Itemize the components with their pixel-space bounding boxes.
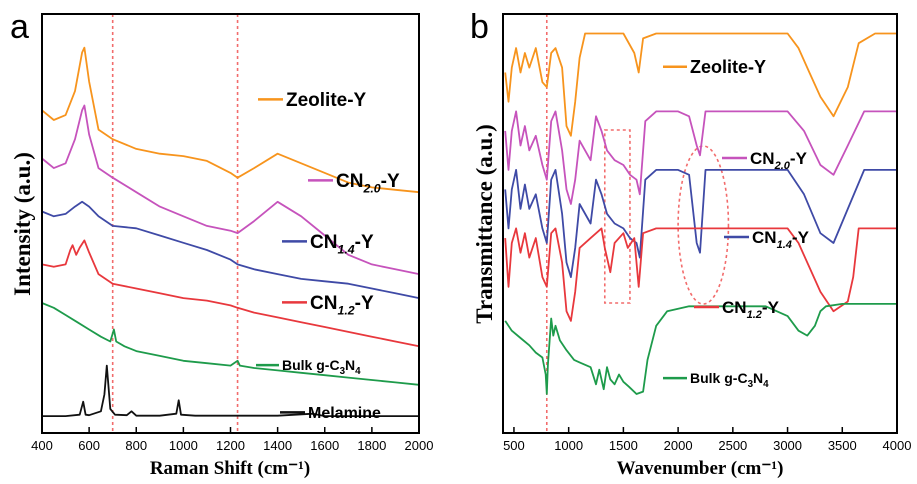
x-tick-label: 2500 bbox=[718, 438, 747, 453]
x-tick-label: 1500 bbox=[609, 438, 638, 453]
series-line-bulk-g-c3n4 bbox=[504, 303, 897, 395]
x-tick-label: 1200 bbox=[216, 438, 245, 453]
legend-label: CN1.4-Y bbox=[752, 228, 810, 251]
legend-label: CN2.0-Y bbox=[750, 149, 808, 172]
panel-b-x-axis-title: Wavenumber (cm⁻¹) bbox=[617, 458, 784, 479]
panel-a-x-ticks: 400 600 800 1000 1200 1400 1600 1800 2000 bbox=[31, 427, 433, 453]
series-line-cn1-2-y bbox=[41, 239, 420, 348]
x-tick-label: 500 bbox=[503, 438, 525, 453]
legend-label: Zeolite-Y bbox=[690, 57, 766, 77]
series-line-cn2-0-y bbox=[504, 110, 897, 205]
legend-label: Melamine bbox=[308, 405, 381, 422]
legend-label: CN2.0-Y bbox=[336, 171, 400, 196]
x-tick-label: 600 bbox=[78, 438, 100, 453]
panel-b: b Zeolite-Y CN2.0-Y CN1.4-Y CN1.2-Y Bulk g-C… bbox=[470, 8, 911, 479]
series-line-cn1-2-y bbox=[504, 227, 897, 322]
panel-b-plot-area: Zeolite-Y CN2.0-Y CN1.4-Y CN1.2-Y Bulk g-C3N… bbox=[504, 14, 897, 433]
legend-label: CN1.4-Y bbox=[310, 232, 374, 257]
highlight-rect bbox=[603, 129, 631, 304]
x-tick-label: 1400 bbox=[263, 438, 292, 453]
x-tick-label: 2000 bbox=[664, 438, 693, 453]
series-line-cn2-0-y bbox=[41, 104, 420, 275]
x-tick-label: 2000 bbox=[405, 438, 434, 453]
x-tick-label: 1000 bbox=[169, 438, 198, 453]
x-tick-label: 3500 bbox=[828, 438, 857, 453]
series-line-melamine bbox=[42, 364, 419, 417]
series-line-zeolite-y bbox=[41, 46, 420, 194]
series-line-cn1-4-y bbox=[41, 200, 420, 299]
x-tick-label: 1600 bbox=[310, 438, 339, 453]
x-tick-label: 1000 bbox=[554, 438, 583, 453]
panel-b-x-ticks: 500 1000 1500 2000 2500 3000 3500 4000 bbox=[503, 427, 911, 453]
highlight-ellipse bbox=[677, 145, 730, 305]
legend-label: Zeolite-Y bbox=[286, 90, 367, 111]
legend-label: CN1.2-Y bbox=[722, 298, 780, 321]
x-tick-label: 3000 bbox=[773, 438, 802, 453]
panel-a-x-axis-title: Raman Shift (cm⁻¹) bbox=[150, 458, 310, 479]
panel-a-letter: a bbox=[10, 8, 29, 46]
series-line-cn1-4-y bbox=[504, 169, 897, 278]
panel-b-frame bbox=[502, 13, 898, 434]
panel-a-frame bbox=[41, 13, 420, 434]
x-tick-label: 4000 bbox=[883, 438, 912, 453]
legend-label: Bulk g-C3N4 bbox=[690, 370, 769, 390]
x-tick-label: 1800 bbox=[357, 438, 386, 453]
series-line-zeolite-y bbox=[504, 32, 897, 137]
panel-a-y-axis-title: Intensity (a.u.) bbox=[10, 152, 35, 296]
series-line-bulk-g-c3n4 bbox=[41, 302, 420, 386]
x-tick-label: 800 bbox=[125, 438, 147, 453]
panel-b-y-axis-title: Transmittance (a.u.) bbox=[472, 124, 497, 324]
panel-b-letter: b bbox=[470, 8, 489, 46]
x-tick-label: 400 bbox=[31, 438, 53, 453]
legend-label: CN1.2-Y bbox=[310, 293, 374, 318]
